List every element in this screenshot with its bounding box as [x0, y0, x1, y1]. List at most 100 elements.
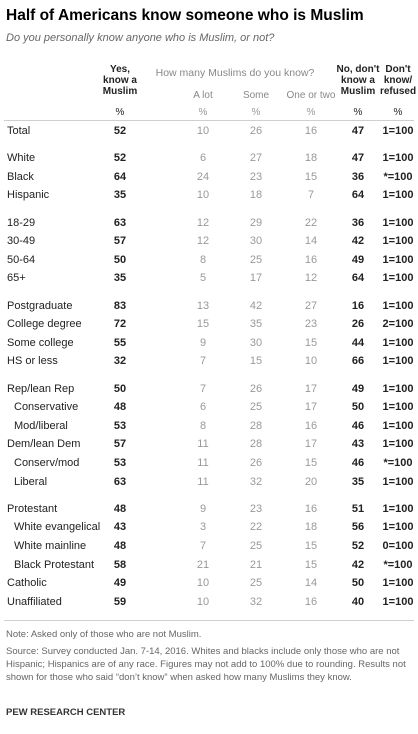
cell-yes: 48	[113, 401, 127, 414]
cell-some: 17	[249, 272, 263, 285]
row-label: White	[7, 152, 36, 165]
cell-dont-know: 1=100	[382, 272, 414, 285]
cell-some: 26	[249, 457, 263, 469]
cell-a-lot: 8	[199, 419, 207, 432]
cell-some: 25	[249, 577, 263, 590]
cell-yes: 53	[113, 457, 127, 469]
cell-no: 56	[351, 521, 365, 534]
cell-a-lot: 9	[199, 502, 207, 515]
cell-yes: 57	[113, 438, 127, 451]
cell-yes: 50	[113, 253, 127, 266]
cell-no: 42	[351, 558, 365, 571]
cell-yes: 48	[113, 540, 127, 552]
cell-yes: 57	[113, 235, 127, 248]
cell-one-or-two: 15	[304, 457, 318, 469]
cell-one-or-two: 15	[304, 540, 318, 552]
row-label: White evangelical	[14, 521, 101, 534]
table-row: Conservative 48 6 25 17 50 1=100	[0, 400, 418, 416]
cell-yes: 53	[113, 419, 127, 432]
unit-dont-know: %	[393, 107, 403, 118]
table-row: Total 52 10 26 16 47 1=100	[0, 124, 418, 140]
cell-one-or-two: 16	[304, 595, 318, 608]
cell-yes: 59	[113, 595, 127, 608]
credit: PEW RESEARCH CENTER	[6, 707, 126, 718]
row-label: Conserv/mod	[14, 457, 80, 469]
table-row: 65+ 35 5 17 12 64 1=100	[0, 271, 418, 287]
cell-yes: 32	[113, 355, 127, 368]
row-label: Mod/liberal	[14, 419, 68, 432]
cell-a-lot: 8	[199, 253, 207, 266]
cell-dont-know: 1=100	[382, 125, 414, 137]
cell-a-lot: 10	[196, 595, 210, 608]
cell-one-or-two: 15	[304, 170, 318, 183]
cell-no: 47	[351, 125, 365, 137]
cell-some: 27	[249, 152, 263, 165]
cell-a-lot: 10	[196, 125, 210, 137]
table-row: Unaffiliated 59 10 32 16 40 1=100	[0, 595, 418, 611]
cell-a-lot: 7	[199, 382, 207, 395]
cell-dont-know: 1=100	[382, 152, 414, 165]
unit-yes: %	[115, 107, 125, 118]
cell-some: 32	[249, 595, 263, 608]
cell-no: 49	[351, 382, 365, 395]
cell-dont-know: 1=100	[382, 475, 414, 488]
cell-yes: 35	[113, 272, 127, 285]
cell-no: 64	[351, 272, 365, 285]
table-row: White mainline 48 7 25 15 52 0=100	[0, 539, 418, 555]
cell-dont-know: 2=100	[382, 318, 414, 331]
row-label: White mainline	[14, 540, 87, 552]
cell-yes: 52	[113, 125, 127, 137]
cell-dont-know: 1=100	[382, 595, 414, 608]
row-label: Dem/lean Dem	[7, 438, 81, 451]
cell-dont-know: 1=100	[382, 438, 414, 451]
table-row: Black Protestant 58 21 21 15 42 *=100	[0, 558, 418, 574]
table-row: 50-64 50 8 25 16 49 1=100	[0, 253, 418, 269]
table-row: Postgraduate 83 13 42 27 16 1=100	[0, 299, 418, 315]
cell-no: 47	[351, 152, 365, 165]
row-label: Rep/lean Rep	[7, 382, 75, 395]
row-label: Catholic	[7, 577, 47, 590]
row-label: Hispanic	[7, 189, 50, 202]
cell-yes: 43	[113, 521, 127, 534]
cell-some: 25	[249, 401, 263, 414]
cell-one-or-two: 15	[304, 336, 318, 349]
row-label: 50-64	[7, 253, 36, 266]
cell-dont-know: *=100	[383, 170, 413, 183]
cell-a-lot: 11	[197, 475, 209, 488]
cell-yes: 35	[113, 189, 127, 202]
cell-a-lot: 13	[196, 299, 210, 312]
cell-dont-know: 1=100	[382, 189, 414, 202]
cell-some: 22	[249, 521, 263, 534]
cell-no: 52	[351, 540, 365, 552]
cell-a-lot: 5	[199, 272, 207, 285]
cell-one-or-two: 16	[304, 502, 318, 515]
unit-no: %	[353, 107, 363, 118]
cell-yes: 83	[113, 299, 127, 312]
table-row: 18-29 63 12 29 22 36 1=100	[0, 216, 418, 232]
row-label: College degree	[7, 318, 82, 331]
column-header-one-or-two: One or two	[286, 90, 336, 101]
cell-no: 66	[351, 355, 365, 368]
table-row: 30-49 57 12 30 14 42 1=100	[0, 234, 418, 250]
unit-one-or-two: %	[306, 107, 316, 118]
cell-no: 49	[351, 253, 365, 266]
column-header-no: No, don't know a Muslim	[336, 64, 380, 97]
cell-one-or-two: 15	[304, 558, 318, 571]
cell-some: 26	[249, 382, 263, 395]
cell-no: 44	[351, 336, 365, 349]
cell-one-or-two: 12	[304, 272, 318, 285]
table-row: College degree 72 15 35 23 26 2=100	[0, 317, 418, 333]
table-row: Catholic 49 10 25 14 50 1=100	[0, 576, 418, 592]
table-row: Mod/liberal 53 8 28 16 46 1=100	[0, 419, 418, 435]
cell-dont-know: 1=100	[382, 235, 414, 248]
group-header: How many Muslims do you know?	[155, 67, 315, 79]
chart-subtitle: Do you personally know anyone who is Mus…	[6, 32, 275, 44]
cell-one-or-two: 18	[304, 152, 318, 165]
cell-no: 51	[351, 502, 365, 515]
cell-dont-know: 1=100	[382, 419, 414, 432]
cell-one-or-two: 17	[304, 438, 318, 451]
cell-a-lot: 7	[199, 540, 207, 552]
cell-yes: 64	[113, 170, 127, 183]
cell-a-lot: 3	[199, 521, 207, 534]
